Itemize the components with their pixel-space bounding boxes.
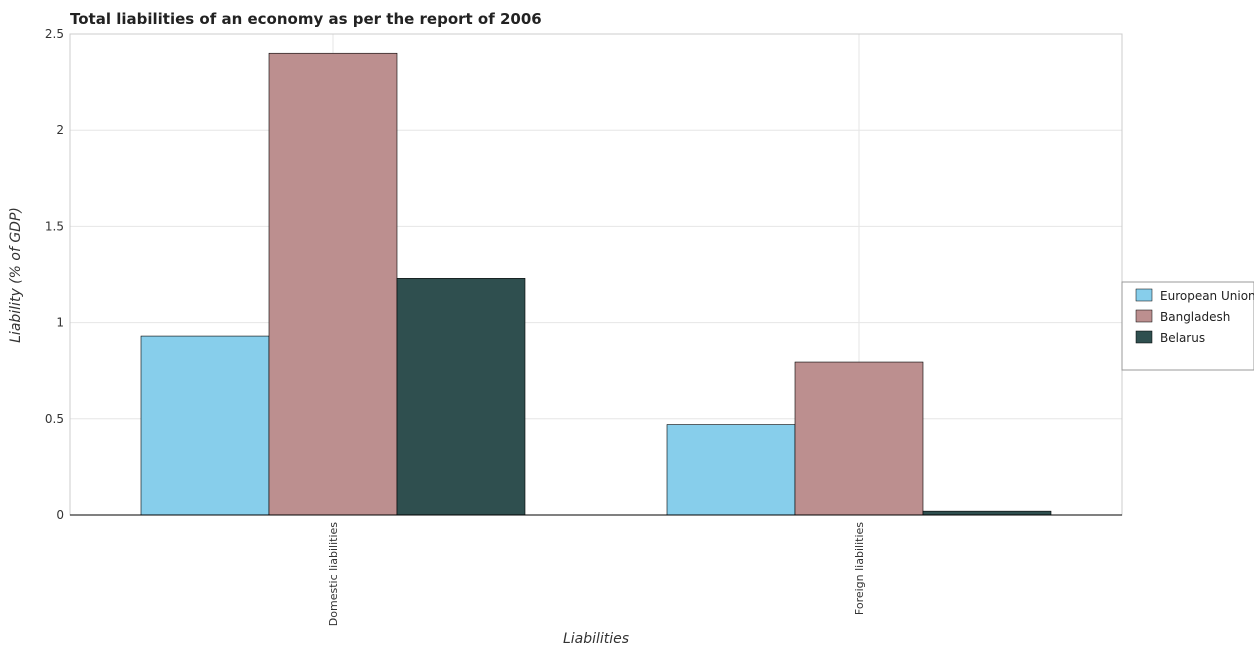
bar-european-union-0 bbox=[140, 335, 270, 516]
bars bbox=[140, 52, 1052, 516]
bar-bangladesh-0 bbox=[268, 52, 398, 516]
bar-belarus-0 bbox=[396, 278, 526, 516]
x-tick-label: Foreign liabilities bbox=[853, 522, 866, 615]
legend-label: Bangladesh bbox=[1160, 310, 1230, 324]
y-tick-label: 0 bbox=[56, 508, 64, 522]
y-axis-title: Liability (% of GDP) bbox=[8, 207, 24, 343]
y-tick-label: 2 bbox=[56, 123, 64, 137]
legend-label: European Union bbox=[1160, 289, 1254, 303]
legend: European Union Bangladesh Belarus bbox=[1121, 281, 1254, 371]
y-tick-label: 1.5 bbox=[45, 219, 64, 233]
legend-label: Belarus bbox=[1160, 331, 1205, 345]
legend-swatch bbox=[1135, 309, 1153, 323]
x-axis-ticks: Domestic liabilities Foreign liabilities bbox=[327, 522, 866, 626]
y-tick-label: 1 bbox=[56, 316, 64, 330]
x-axis-title: Liabilities bbox=[563, 631, 629, 647]
chart-title: Total liabilities of an economy as per t… bbox=[70, 10, 542, 28]
legend-swatch bbox=[1135, 330, 1153, 344]
bar-european-union-1 bbox=[666, 424, 796, 516]
bar-belarus-1 bbox=[922, 510, 1052, 516]
y-tick-label: 0.5 bbox=[45, 412, 64, 426]
x-tick-label: Domestic liabilities bbox=[327, 522, 340, 626]
legend-box bbox=[1121, 281, 1254, 371]
bar-bangladesh-1 bbox=[794, 361, 924, 516]
y-axis-ticks: 0 0.5 1 1.5 2 2.5 bbox=[45, 27, 64, 522]
legend-swatch bbox=[1135, 288, 1153, 302]
y-tick-label: 2.5 bbox=[45, 27, 64, 41]
